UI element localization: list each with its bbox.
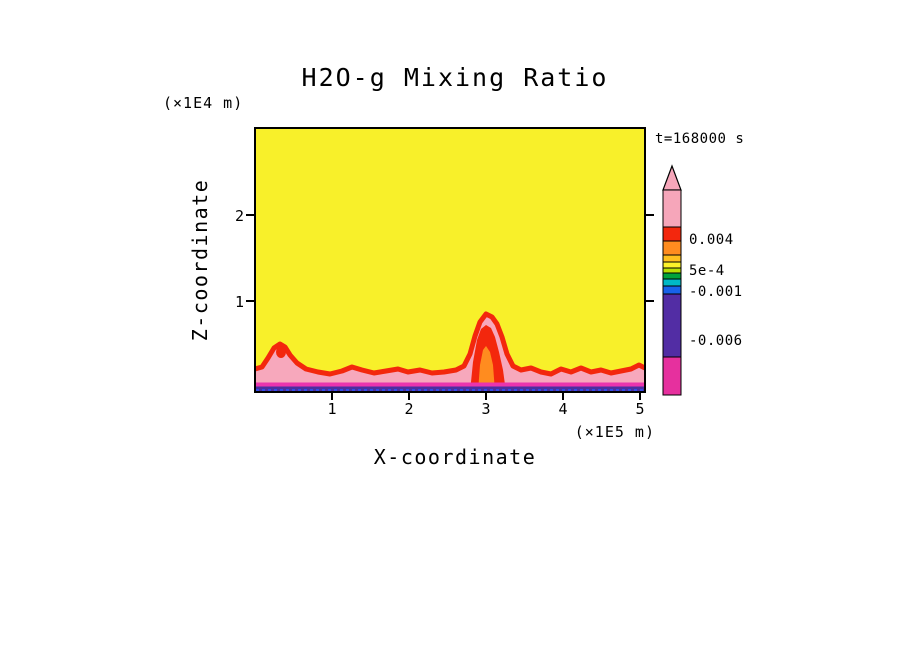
colorbar-label-5e4: 5e-4 <box>689 263 725 279</box>
colorbar-seg-cyan <box>662 278 682 287</box>
field-background-yellow <box>255 128 645 392</box>
colorbar-seg-yellowgreen <box>662 267 682 274</box>
surface-red-contour <box>255 311 645 377</box>
colorbar-label-neg0006: -0.006 <box>689 333 743 349</box>
plume-orange-core <box>478 346 495 392</box>
contour-field <box>255 128 645 392</box>
colorbar-label-neg0001: -0.001 <box>689 284 743 300</box>
z-axis-label: Z-coordinate <box>188 179 212 342</box>
z-tick-label-1: 1 <box>235 293 244 311</box>
colorbar-seg-orange <box>662 240 682 256</box>
x-axis-label: X-coordinate <box>374 445 537 469</box>
z-unit-label: (×1E4 m) <box>163 94 243 112</box>
timestamp-label: t=168000 s <box>655 131 744 147</box>
colorbar-seg-blue <box>662 285 682 295</box>
x-tick-label-4: 4 <box>558 400 567 418</box>
x-tick-label-2: 2 <box>404 400 413 418</box>
colorbar-segments <box>662 189 682 396</box>
colorbar: 0.004 5e-4 -0.001 -0.006 <box>662 164 743 396</box>
colorbar-seg-purple <box>662 293 682 358</box>
z-tick-label-2: 2 <box>235 207 244 225</box>
colorbar-label-0004: 0.004 <box>689 232 734 248</box>
colorbar-seg-pink <box>662 189 682 228</box>
left-bump-red-core <box>276 346 286 358</box>
axis-ticks <box>246 214 654 400</box>
surface-pink-band <box>255 314 645 392</box>
plot-frame <box>254 127 646 393</box>
x-unit-label: (×1E5 m) <box>575 423 655 441</box>
chart-title: H2O-g Mixing Ratio <box>302 63 609 92</box>
surface-magenta-strip <box>255 382 645 387</box>
x-tick-label-5: 5 <box>635 400 644 418</box>
colorbar-seg-red <box>662 226 682 242</box>
x-tick-label-3: 3 <box>481 400 490 418</box>
colorbar-seg-magenta <box>662 356 682 396</box>
x-tick-label-1: 1 <box>327 400 336 418</box>
colorbar-seg-amber <box>662 254 682 263</box>
colorbar-seg-green <box>662 272 682 280</box>
colorbar-seg-yellow <box>662 261 682 269</box>
colorbar-arrow-top <box>662 164 682 191</box>
